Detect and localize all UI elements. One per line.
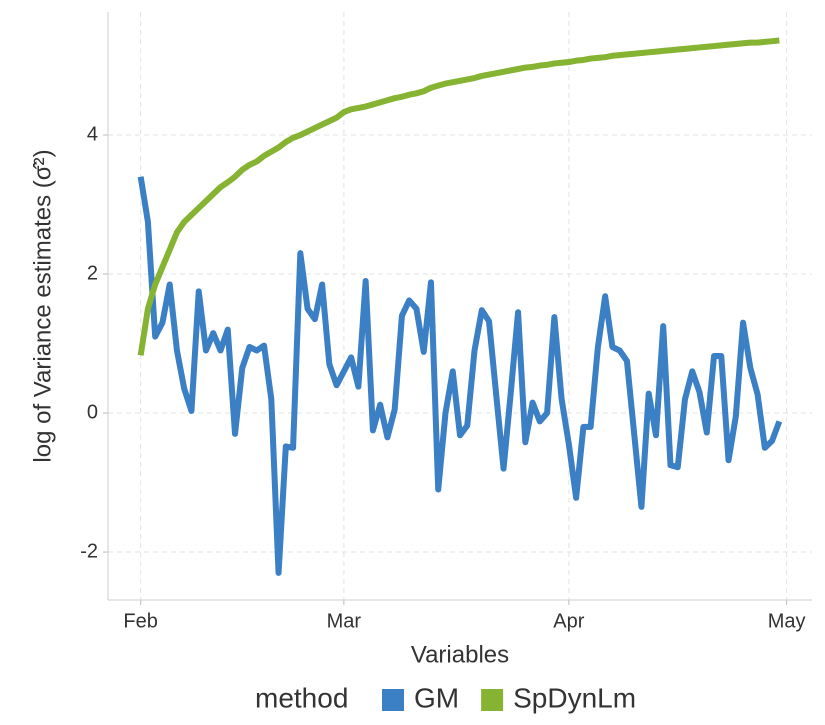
legend-label: GM [414, 682, 459, 713]
y-tick-label: -2 [80, 540, 98, 562]
x-tick-label: Mar [327, 610, 362, 632]
y-tick-label: 0 [87, 401, 98, 423]
legend-title: method [255, 682, 348, 713]
y-tick-label: 2 [87, 262, 98, 284]
x-tick-label: May [768, 610, 806, 632]
x-axis-label: Variables [411, 641, 509, 668]
line [137, 176, 783, 576]
legend-swatch [382, 689, 404, 711]
y-axis-label: log of Variance estimates (σ̂²) [29, 149, 56, 462]
y-tick-label: 4 [87, 123, 98, 145]
x-tick-label: Apr [553, 610, 584, 632]
line [137, 37, 780, 356]
legend-swatch [481, 689, 504, 711]
x-tick-label: Feb [123, 610, 157, 632]
legend-label: SpDynLm [513, 682, 636, 713]
